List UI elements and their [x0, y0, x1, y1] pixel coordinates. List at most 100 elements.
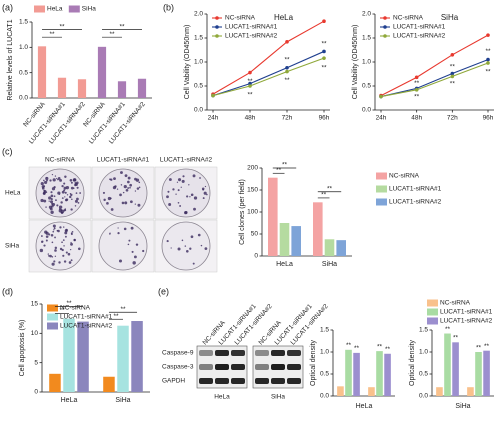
y-tick-label: 0.0 [320, 393, 329, 400]
colony [181, 179, 185, 183]
significance-label: ** [282, 162, 288, 169]
line [380, 59, 489, 98]
colony [40, 198, 44, 203]
significance-label: ** [346, 342, 352, 349]
colony [114, 185, 117, 188]
bar [77, 79, 87, 98]
y-tick-label: 1.0 [320, 349, 329, 356]
legend-marker [383, 16, 387, 20]
colony [62, 239, 65, 241]
y-tick-label: 200 [247, 165, 258, 172]
colony [133, 255, 137, 259]
point [486, 57, 490, 62]
colony [109, 178, 111, 181]
bar [483, 350, 490, 396]
point [285, 40, 289, 44]
blot-band [255, 350, 269, 356]
colony [54, 249, 57, 252]
legend-label: LUCAT1-siRNA#2 [389, 199, 442, 206]
colony [65, 251, 68, 254]
colony [107, 196, 112, 201]
blot-row-label: Caspase-3 [162, 364, 194, 371]
x-tick-label: HeLa [61, 397, 78, 404]
colony [192, 262, 195, 265]
colony [74, 205, 77, 207]
colony [59, 178, 62, 182]
colony [50, 233, 54, 237]
legend-swatch [34, 5, 45, 13]
legend-label: SiHa [82, 6, 96, 13]
colony [121, 201, 125, 205]
blot-band [255, 378, 269, 384]
blot-band [199, 378, 213, 384]
y-axis-title: Cell Vability (OD450nm) [184, 25, 191, 100]
colony [180, 186, 182, 188]
colony [70, 241, 72, 244]
colony [199, 177, 201, 179]
colony [177, 201, 180, 204]
bar [97, 46, 107, 98]
blot-band [271, 378, 285, 384]
colony [117, 232, 120, 235]
colony [64, 196, 66, 198]
significance-label: ** [450, 80, 456, 87]
colony [39, 248, 44, 253]
blot-band [215, 350, 229, 356]
colony [52, 224, 56, 228]
panel-label: (a) [2, 2, 13, 12]
colony [63, 226, 65, 228]
colony [52, 230, 55, 233]
colony [128, 239, 131, 242]
bar [137, 78, 147, 98]
colony [127, 176, 131, 180]
y-tick-label: 1.0 [19, 44, 28, 51]
chart-title: HeLa [274, 13, 294, 22]
colony [51, 174, 54, 176]
y-tick-label: 1.5 [19, 19, 28, 26]
colony [62, 254, 65, 257]
colony [134, 177, 137, 181]
colony [58, 193, 61, 195]
y-axis-title: Optical density [409, 340, 416, 386]
colony [125, 188, 129, 192]
colony [45, 206, 47, 208]
bar [77, 321, 89, 392]
colony [184, 211, 188, 215]
colony [120, 184, 123, 186]
x-tick-label: HeLa [276, 261, 293, 268]
colony [51, 241, 54, 244]
colony [168, 203, 172, 207]
significance-label: ** [414, 93, 420, 100]
colony [103, 198, 106, 202]
colony [59, 226, 62, 229]
legend-marker [215, 25, 219, 29]
x-tick-label: 48h [411, 115, 422, 122]
colony [124, 174, 128, 178]
point [211, 93, 215, 98]
y-tick-label: 0.5 [194, 83, 203, 90]
colony [190, 193, 194, 197]
colony [102, 191, 106, 194]
x-tick-label: 96h [319, 115, 330, 122]
colony [67, 252, 71, 256]
colony [48, 233, 51, 236]
legend-swatch [47, 313, 58, 321]
colony [181, 239, 184, 242]
legend-label: LUCAT1-siRNA#2 [225, 33, 278, 40]
bar [291, 226, 301, 256]
x-tick-label: 72h [447, 115, 458, 122]
legend-swatch [47, 304, 58, 312]
colony [58, 261, 61, 264]
significance-label: ** [484, 343, 490, 350]
blot-row-label: GAPDH [162, 378, 185, 385]
blot-band [287, 350, 301, 356]
point [322, 19, 326, 24]
colony [204, 185, 207, 188]
y-tick-label: 1.5 [320, 327, 329, 334]
legend-swatch [47, 322, 58, 330]
colony [74, 199, 78, 203]
colony [55, 199, 57, 202]
colony [110, 197, 112, 200]
colony [53, 195, 56, 198]
colony [48, 200, 50, 202]
